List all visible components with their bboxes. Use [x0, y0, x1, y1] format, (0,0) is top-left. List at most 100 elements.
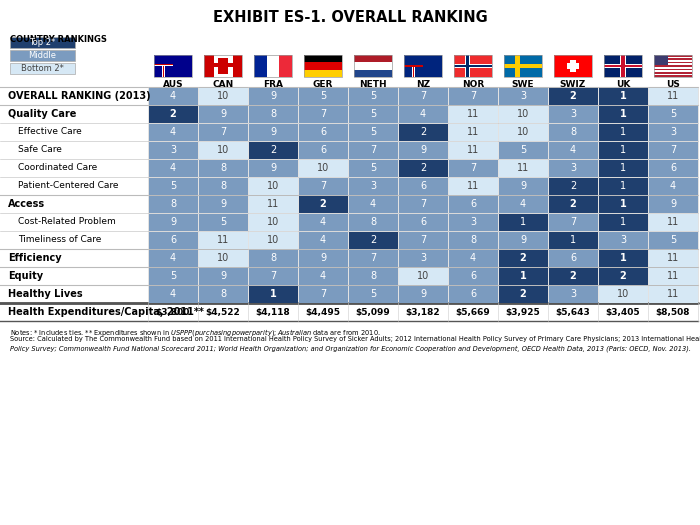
Bar: [254, 55, 267, 77]
Bar: [654, 65, 692, 67]
Text: 1: 1: [570, 235, 576, 245]
Text: 7: 7: [220, 127, 226, 137]
Bar: [398, 160, 447, 176]
Bar: [598, 214, 648, 230]
Text: 10: 10: [267, 235, 279, 245]
Bar: [404, 55, 442, 77]
Bar: [279, 55, 292, 77]
Text: $3,405: $3,405: [606, 308, 640, 317]
Text: NOR: NOR: [462, 80, 484, 89]
Bar: [549, 214, 598, 230]
Bar: [298, 177, 347, 194]
Text: 10: 10: [217, 145, 229, 155]
Bar: [504, 64, 542, 68]
Bar: [148, 195, 197, 213]
Bar: [349, 214, 398, 230]
Text: 9: 9: [270, 127, 276, 137]
Bar: [620, 55, 626, 77]
Bar: [148, 106, 197, 122]
Text: 4: 4: [570, 145, 576, 155]
Bar: [199, 123, 248, 141]
Text: 5: 5: [520, 145, 526, 155]
Text: 11: 11: [667, 271, 679, 281]
Text: 5: 5: [370, 109, 376, 119]
Text: 3: 3: [170, 145, 176, 155]
Text: 6: 6: [470, 271, 476, 281]
Bar: [648, 177, 697, 194]
Bar: [449, 142, 498, 159]
Bar: [449, 195, 498, 213]
Text: 5: 5: [170, 271, 176, 281]
Bar: [10, 37, 75, 48]
Text: 7: 7: [320, 181, 326, 191]
Text: OVERALL RANKING (2013): OVERALL RANKING (2013): [8, 91, 150, 101]
Bar: [248, 232, 298, 248]
Text: $3,182: $3,182: [406, 308, 440, 317]
Text: 5: 5: [170, 181, 176, 191]
Bar: [148, 268, 197, 285]
Text: 7: 7: [470, 91, 476, 101]
Bar: [648, 268, 697, 285]
Bar: [199, 249, 248, 267]
Text: 7: 7: [420, 235, 426, 245]
Bar: [162, 66, 164, 77]
Bar: [449, 268, 498, 285]
Bar: [449, 249, 498, 267]
Bar: [654, 57, 692, 58]
Bar: [449, 88, 498, 104]
Text: Policy Survey; Commonwealth Fund National Scorecard 2011; World Health Organizat: Policy Survey; Commonwealth Fund Nationa…: [10, 345, 691, 352]
Text: Coordinated Care: Coordinated Care: [18, 163, 97, 173]
Text: 1: 1: [620, 199, 626, 209]
Bar: [248, 214, 298, 230]
Bar: [199, 195, 248, 213]
Bar: [449, 214, 498, 230]
Text: 9: 9: [520, 181, 526, 191]
Bar: [570, 60, 576, 72]
Bar: [298, 268, 347, 285]
Bar: [654, 55, 692, 77]
Bar: [148, 177, 197, 194]
Bar: [248, 249, 298, 267]
Bar: [298, 249, 347, 267]
Text: 9: 9: [170, 217, 176, 227]
Text: EXHIBIT ES-1. OVERALL RANKING: EXHIBIT ES-1. OVERALL RANKING: [213, 10, 487, 25]
Bar: [648, 249, 697, 267]
Text: 10: 10: [267, 217, 279, 227]
Text: 2: 2: [270, 145, 276, 155]
Bar: [604, 65, 642, 67]
Text: Source: Calculated by The Commonwealth Fund based on 2011 International Health P: Source: Calculated by The Commonwealth F…: [10, 336, 700, 342]
Bar: [148, 123, 197, 141]
Bar: [304, 62, 342, 70]
Bar: [349, 232, 398, 248]
Bar: [349, 123, 398, 141]
Text: 2: 2: [519, 253, 526, 263]
Text: 2: 2: [320, 199, 326, 209]
Bar: [598, 106, 648, 122]
Text: Health Expenditures/Capita, 2011**: Health Expenditures/Capita, 2011**: [8, 307, 204, 317]
Text: Middle: Middle: [29, 51, 57, 60]
Bar: [298, 88, 347, 104]
Bar: [398, 214, 447, 230]
Text: 8: 8: [220, 163, 226, 173]
Text: 10: 10: [267, 181, 279, 191]
Text: 5: 5: [370, 289, 376, 299]
Bar: [454, 55, 492, 77]
Text: Effective Care: Effective Care: [18, 128, 82, 136]
Bar: [398, 286, 447, 302]
Text: Cost-Related Problem: Cost-Related Problem: [18, 217, 116, 226]
Text: $4,522: $4,522: [206, 308, 240, 317]
Bar: [154, 64, 173, 66]
Text: US: US: [666, 80, 680, 89]
Text: 7: 7: [670, 145, 676, 155]
Text: 9: 9: [220, 109, 226, 119]
Bar: [349, 268, 398, 285]
Bar: [648, 160, 697, 176]
Text: 5: 5: [370, 127, 376, 137]
Bar: [465, 55, 470, 77]
Text: 9: 9: [220, 271, 226, 281]
Bar: [204, 55, 242, 77]
Bar: [404, 66, 423, 67]
Bar: [398, 268, 447, 285]
Text: 8: 8: [370, 271, 376, 281]
Text: 1: 1: [620, 163, 626, 173]
